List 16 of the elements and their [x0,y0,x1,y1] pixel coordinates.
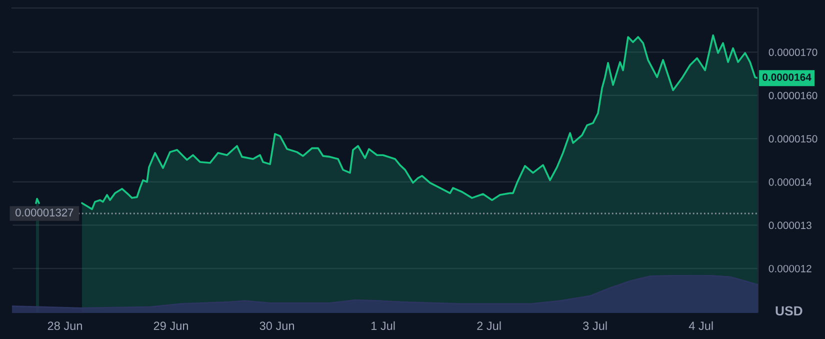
annotation: 0.0000164 [762,74,812,81]
y-tick-label: 0.0000160 [768,92,818,100]
x-tick-label: 30 Jun [260,322,294,330]
y-tick-label: 0.000013 [768,222,812,230]
ref-line-label: 0.00001327 [16,208,74,216]
text: USD [776,306,802,316]
x-tick-label: 4 Jul [688,321,713,330]
y-tick-label: 0.0000150 [768,135,818,143]
x-tick-label: 28 Jun [48,322,82,330]
x-tick-label: 29 Jun [154,322,188,330]
y-tick-label: 0.000014 [768,178,812,186]
y-tick-label: 0.0000170 [768,48,818,56]
x-tick-label: 3 Jul [583,321,607,330]
x-tick-label: 2 Jul [477,321,501,330]
y-tick-label: 0.000012 [768,264,812,272]
x-tick-label: 1 Jul [371,321,395,330]
